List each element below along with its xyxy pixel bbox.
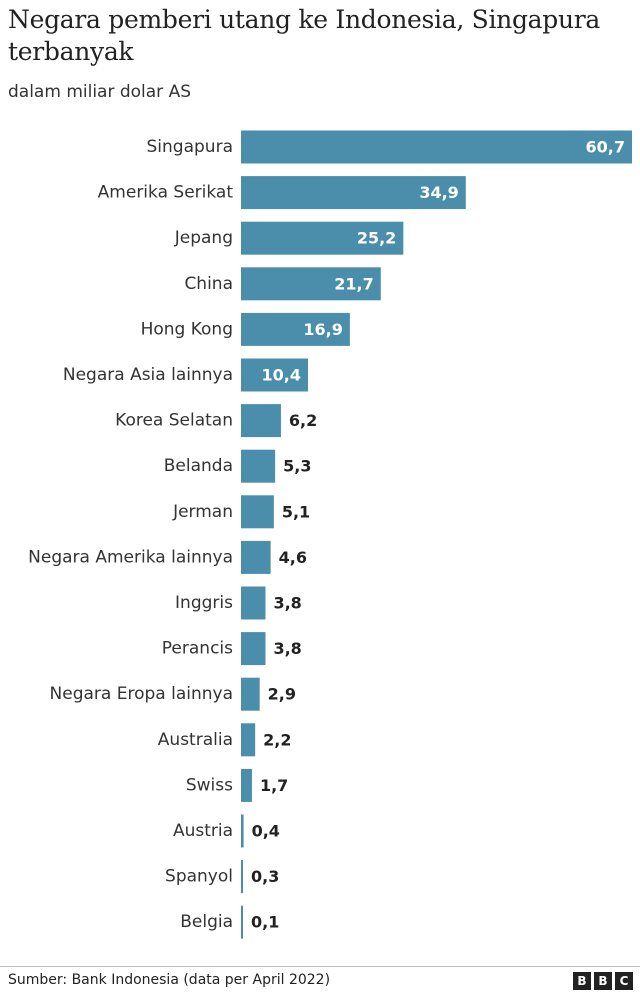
value-label: 10,4 bbox=[262, 366, 301, 385]
value-label: 3,8 bbox=[273, 594, 301, 613]
category-label: Negara Eropa lainnya bbox=[50, 684, 233, 704]
value-label: 2,9 bbox=[268, 685, 296, 704]
bar bbox=[241, 540, 271, 574]
category-label: Perancis bbox=[162, 639, 233, 659]
value-label: 4,6 bbox=[279, 548, 307, 567]
category-label: Inggris bbox=[175, 593, 233, 613]
value-label: 5,1 bbox=[282, 502, 310, 521]
logo-letter: C bbox=[615, 972, 633, 990]
category-label: Belanda bbox=[164, 456, 233, 476]
value-label: 6,2 bbox=[289, 411, 317, 430]
bar bbox=[241, 449, 276, 483]
chart-title: Negara pemberi utang ke Indonesia, Singa… bbox=[8, 5, 601, 66]
bar bbox=[241, 905, 243, 939]
value-label: 16,9 bbox=[303, 320, 342, 339]
bar bbox=[241, 267, 381, 301]
category-label: Amerika Serikat bbox=[98, 183, 234, 203]
value-label: 60,7 bbox=[586, 138, 625, 157]
bar bbox=[241, 358, 308, 392]
category-label: Jepang bbox=[174, 228, 233, 248]
bar bbox=[241, 176, 466, 210]
category-label: Jerman bbox=[172, 502, 233, 522]
value-label: 1,7 bbox=[260, 776, 288, 795]
category-label: Spanyol bbox=[165, 867, 233, 887]
category-label: Negara Amerika lainnya bbox=[28, 547, 233, 567]
footer-divider bbox=[0, 966, 640, 967]
bar bbox=[241, 586, 266, 620]
logo-letter: B bbox=[573, 972, 591, 990]
bar bbox=[241, 632, 266, 666]
logo-letter: B bbox=[594, 972, 612, 990]
value-label: 25,2 bbox=[357, 229, 396, 248]
category-label: Hong Kong bbox=[141, 319, 233, 339]
bar bbox=[241, 495, 274, 529]
value-label: 5,3 bbox=[283, 457, 311, 476]
category-label: Korea Selatan bbox=[115, 411, 233, 431]
source-note: Sumber: Bank Indonesia (data per April 2… bbox=[8, 972, 331, 988]
value-label: 3,8 bbox=[273, 639, 301, 658]
bar bbox=[241, 768, 252, 802]
bar bbox=[241, 814, 244, 848]
category-label: Negara Asia lainnya bbox=[63, 365, 233, 385]
category-label: Swiss bbox=[186, 775, 233, 795]
value-label: 34,9 bbox=[419, 183, 458, 202]
category-label: Australia bbox=[158, 730, 233, 750]
chart-subtitle: dalam miliar dolar AS bbox=[8, 82, 191, 102]
value-label: 0,4 bbox=[252, 822, 280, 841]
bar bbox=[241, 723, 256, 757]
bar-chart: Singapura 60,7 Amerika Serikat 34,9 Jepang 25… bbox=[28, 130, 632, 939]
category-label: Belgia bbox=[180, 912, 233, 932]
bar bbox=[241, 221, 404, 255]
category-label: Austria bbox=[173, 821, 233, 841]
bar bbox=[241, 860, 243, 894]
bar bbox=[241, 130, 632, 164]
bbc-logo: B B C bbox=[573, 972, 633, 990]
category-label: China bbox=[184, 274, 233, 294]
category-label: Singapura bbox=[147, 137, 233, 157]
bar bbox=[241, 312, 350, 346]
bar bbox=[241, 404, 281, 438]
value-label: 2,2 bbox=[263, 730, 291, 749]
value-label: 21,7 bbox=[334, 274, 373, 293]
value-label: 0,3 bbox=[251, 867, 279, 886]
bar bbox=[241, 677, 260, 711]
value-label: 0,1 bbox=[251, 913, 279, 932]
